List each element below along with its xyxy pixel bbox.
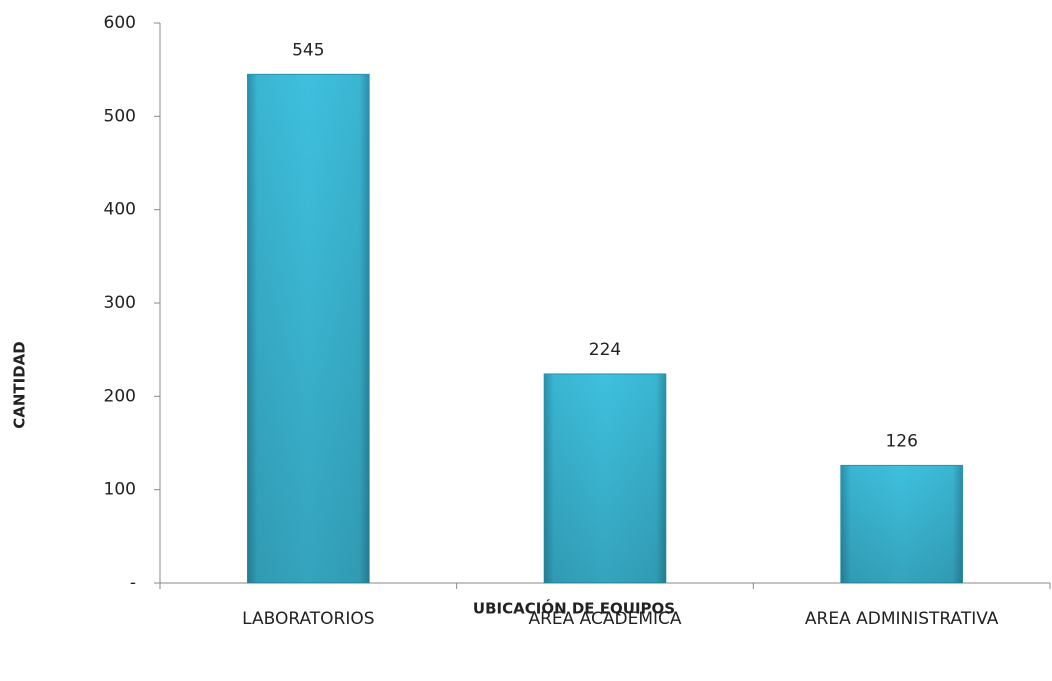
x-axis-label: UBICACIÓN DE EQUIPOS xyxy=(473,599,675,618)
y-tick-label: 500 xyxy=(104,106,136,126)
y-tick-label: 100 xyxy=(104,480,136,500)
y-axis-label: CANTIDAD xyxy=(11,341,29,429)
bar xyxy=(247,73,370,584)
value-label: 224 xyxy=(589,340,621,360)
y-tick-label: 200 xyxy=(104,386,136,406)
value-label: 126 xyxy=(885,431,917,451)
bar xyxy=(840,464,963,584)
y-tick-label: 600 xyxy=(104,13,136,33)
bar xyxy=(543,373,667,584)
y-tick-label: 300 xyxy=(104,293,136,313)
x-tick-label: LABORATORIOS xyxy=(242,609,374,629)
x-tick-label: AREA ADMINISTRATIVA xyxy=(805,609,999,629)
y-tick-label: - xyxy=(130,573,136,593)
y-tick-label: 400 xyxy=(104,200,136,220)
x-tick-label: AREA ACADEMICA xyxy=(528,609,681,629)
value-label: 545 xyxy=(292,40,324,60)
